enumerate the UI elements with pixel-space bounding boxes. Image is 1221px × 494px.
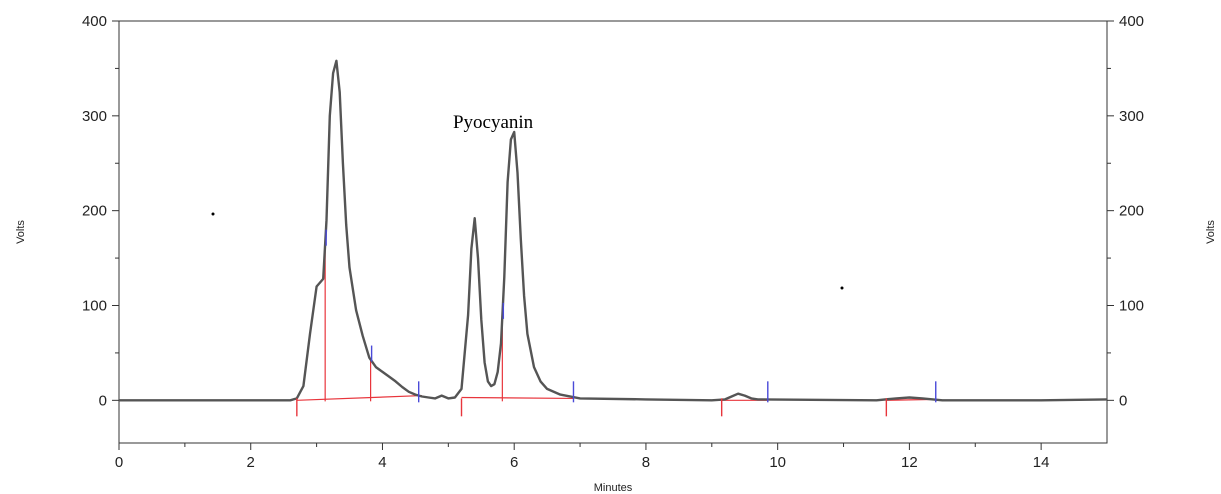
x-tick-label: 12 xyxy=(901,454,918,471)
y-left-tick-label: 400 xyxy=(82,13,107,30)
x-tick-label: 0 xyxy=(115,454,123,471)
series-line xyxy=(119,59,1108,402)
stray-dot xyxy=(840,286,844,290)
plot-frame xyxy=(118,20,1108,444)
peak-drop-lines xyxy=(324,243,503,402)
annotations: Pyocyanin xyxy=(453,112,534,133)
x-tick-label: 14 xyxy=(1033,454,1050,471)
y-right-tick-label: 200 xyxy=(1119,203,1144,220)
y-axis-title-left: Volts xyxy=(15,220,27,244)
y-right-tick-label: 300 xyxy=(1119,108,1144,125)
chromatogram-trace xyxy=(119,59,1108,402)
peak-annotation: Pyocyanin xyxy=(453,112,534,133)
y-left-tick-label: 100 xyxy=(82,297,107,314)
y-left-tick-label: 0 xyxy=(99,392,107,409)
integration-baseline xyxy=(296,394,423,401)
x-tick-label: 4 xyxy=(378,454,386,471)
integration-baseline xyxy=(461,396,574,400)
x-tick-label: 10 xyxy=(769,454,786,471)
x-axis-title: Minutes xyxy=(594,482,633,494)
y-axis-title-right: Volts xyxy=(1205,220,1217,244)
y-left-tick-label: 200 xyxy=(82,203,107,220)
y-right-tick-label: 100 xyxy=(1119,297,1144,314)
axes: 0 2 4 6 8 10 12 14 0 0 100 100 200 200 300 300 400 400 xyxy=(82,13,1144,471)
peak-markers xyxy=(296,229,937,417)
x-tick-label: 6 xyxy=(510,454,518,471)
stray-dot xyxy=(211,212,215,216)
y-right-tick-label: 400 xyxy=(1119,13,1144,30)
x-tick-label: 2 xyxy=(247,454,255,471)
plot-border xyxy=(118,20,1108,444)
y-left-tick-label: 300 xyxy=(82,108,107,125)
y-right-tick-label: 0 xyxy=(1119,392,1127,409)
x-tick-label: 8 xyxy=(642,454,650,471)
